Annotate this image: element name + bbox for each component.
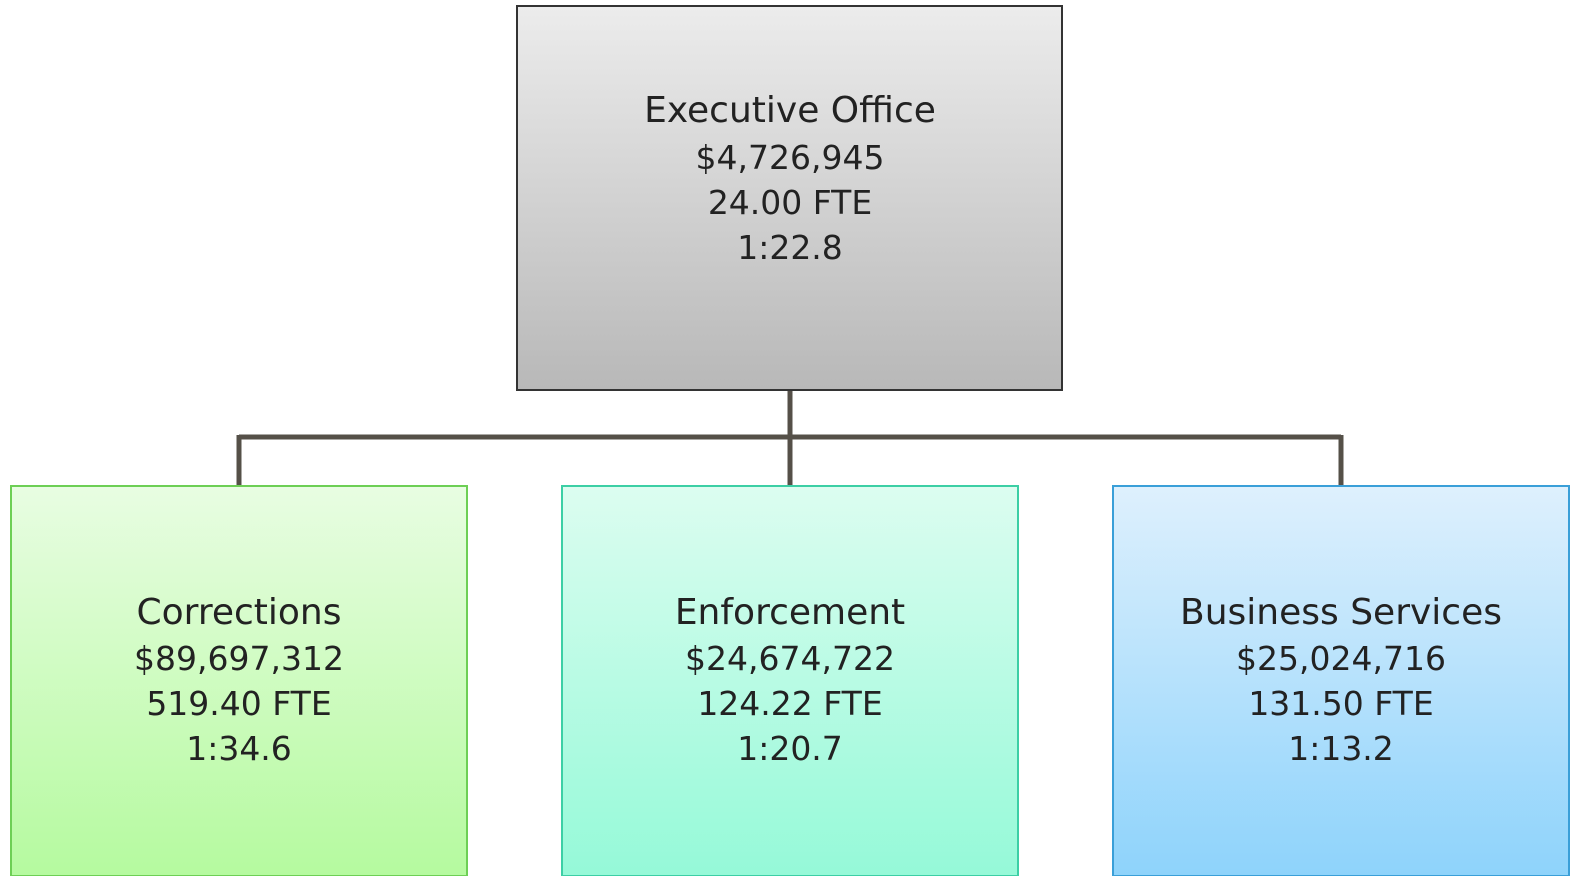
node-3-text: Business Services $25,024,716 131.50 FTE… (1180, 592, 1502, 768)
node-ratio: 1:13.2 (1288, 729, 1394, 768)
node-ratio: 1:34.6 (186, 729, 292, 768)
node-box (10, 485, 468, 876)
node-fte: 519.40 FTE (146, 684, 331, 723)
node-fte: 131.50 FTE (1248, 684, 1433, 723)
node-label: Corrections (137, 592, 342, 633)
node-box (1112, 485, 1570, 876)
node-budget: $24,674,722 (685, 639, 895, 678)
node-label: Enforcement (675, 592, 905, 633)
node-label: Business Services (1180, 592, 1502, 633)
node-ratio: 1:20.7 (737, 729, 843, 768)
node-budget: $25,024,716 (1236, 639, 1446, 678)
node-budget: $4,726,945 (696, 138, 885, 177)
node-fte: 24.00 FTE (708, 183, 872, 222)
node-0-text: Executive Office $4,726,945 24.00 FTE 1:… (644, 90, 936, 267)
node-box (561, 485, 1019, 876)
connectors (236, 390, 1344, 486)
node-fte: 124.22 FTE (697, 684, 882, 723)
node-budget: $89,697,312 (134, 639, 344, 678)
node-label: Executive Office (644, 90, 936, 131)
node-box (516, 5, 1063, 391)
node-1-text: Corrections $89,697,312 519.40 FTE 1:34.… (134, 592, 344, 768)
node-ratio: 1:22.8 (737, 228, 843, 267)
node-2-text: Enforcement $24,674,722 124.22 FTE 1:20.… (675, 592, 905, 768)
